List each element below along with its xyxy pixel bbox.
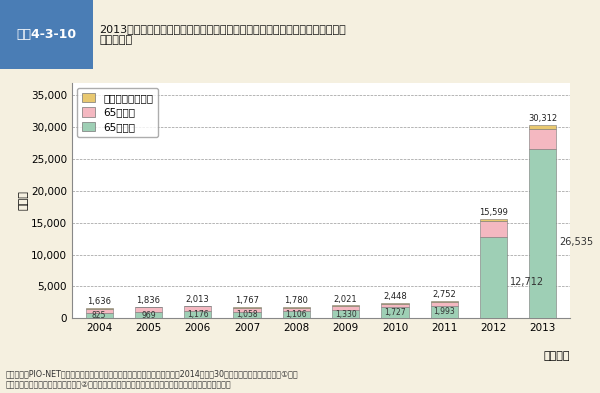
Text: 2,021: 2,021 [334, 294, 358, 303]
Text: 30,312: 30,312 [529, 114, 557, 123]
Legend: 無回答（未入力）, 65歳未満, 65歳以上: 無回答（未入力）, 65歳未満, 65歳以上 [77, 88, 158, 137]
Text: 1,330: 1,330 [335, 310, 356, 319]
Text: 1,993: 1,993 [433, 307, 455, 316]
Bar [233, 312, 260, 318]
Bar [332, 306, 359, 310]
Bar [283, 311, 310, 318]
Bar [135, 307, 162, 312]
Text: 26,535: 26,535 [559, 237, 593, 247]
Bar [86, 308, 113, 309]
Bar [431, 306, 458, 318]
Bar [332, 310, 359, 318]
Text: 2013年度の「健康食品の送り付け商法」に関する相談は、高齢者を中心に前年
度の２倍に: 2013年度の「健康食品の送り付け商法」に関する相談は、高齢者を中心に前年 度の… [99, 24, 346, 45]
Bar [480, 237, 507, 318]
Text: 969: 969 [141, 311, 156, 320]
Bar [529, 149, 556, 318]
Bar [233, 307, 260, 308]
Bar [529, 125, 556, 129]
Bar [135, 312, 162, 318]
Text: 1,636: 1,636 [87, 297, 111, 306]
Text: （備考）　PIO-NETに登録された「健康食品」に関する消費生活相談情報（2014年４月30日までの登録分）のうち、①「ネ
　　　　ガティブ・オプション」、②「: （備考） PIO-NETに登録された「健康食品」に関する消費生活相談情報（201… [6, 370, 299, 389]
Y-axis label: （件）: （件） [18, 191, 28, 210]
Bar [382, 307, 409, 318]
Bar [431, 301, 458, 306]
Bar [480, 219, 507, 221]
Text: （年度）: （年度） [544, 351, 570, 361]
Text: 1,767: 1,767 [235, 296, 259, 305]
Text: 12,712: 12,712 [510, 277, 544, 287]
Text: 1,780: 1,780 [284, 296, 308, 305]
Bar [184, 311, 211, 318]
Bar [233, 308, 260, 312]
Text: 825: 825 [92, 311, 106, 320]
Text: 15,599: 15,599 [479, 208, 508, 217]
Text: 1,058: 1,058 [236, 310, 258, 320]
Bar [283, 307, 310, 308]
Bar [332, 305, 359, 306]
Text: 1,176: 1,176 [187, 310, 209, 319]
Bar [86, 309, 113, 313]
Text: 図表4-3-10: 図表4-3-10 [16, 28, 77, 41]
Text: 2,752: 2,752 [433, 290, 456, 299]
Bar [86, 313, 113, 318]
Text: 1,836: 1,836 [136, 296, 160, 305]
Bar [480, 221, 507, 237]
Bar [382, 303, 409, 307]
Bar [184, 306, 211, 311]
Text: 2,448: 2,448 [383, 292, 407, 301]
Bar [184, 305, 211, 306]
Bar [283, 308, 310, 311]
Text: 1,727: 1,727 [384, 309, 406, 317]
Text: 2,013: 2,013 [186, 295, 209, 303]
Text: 1,106: 1,106 [286, 310, 307, 319]
Bar [529, 129, 556, 149]
FancyBboxPatch shape [0, 0, 93, 69]
